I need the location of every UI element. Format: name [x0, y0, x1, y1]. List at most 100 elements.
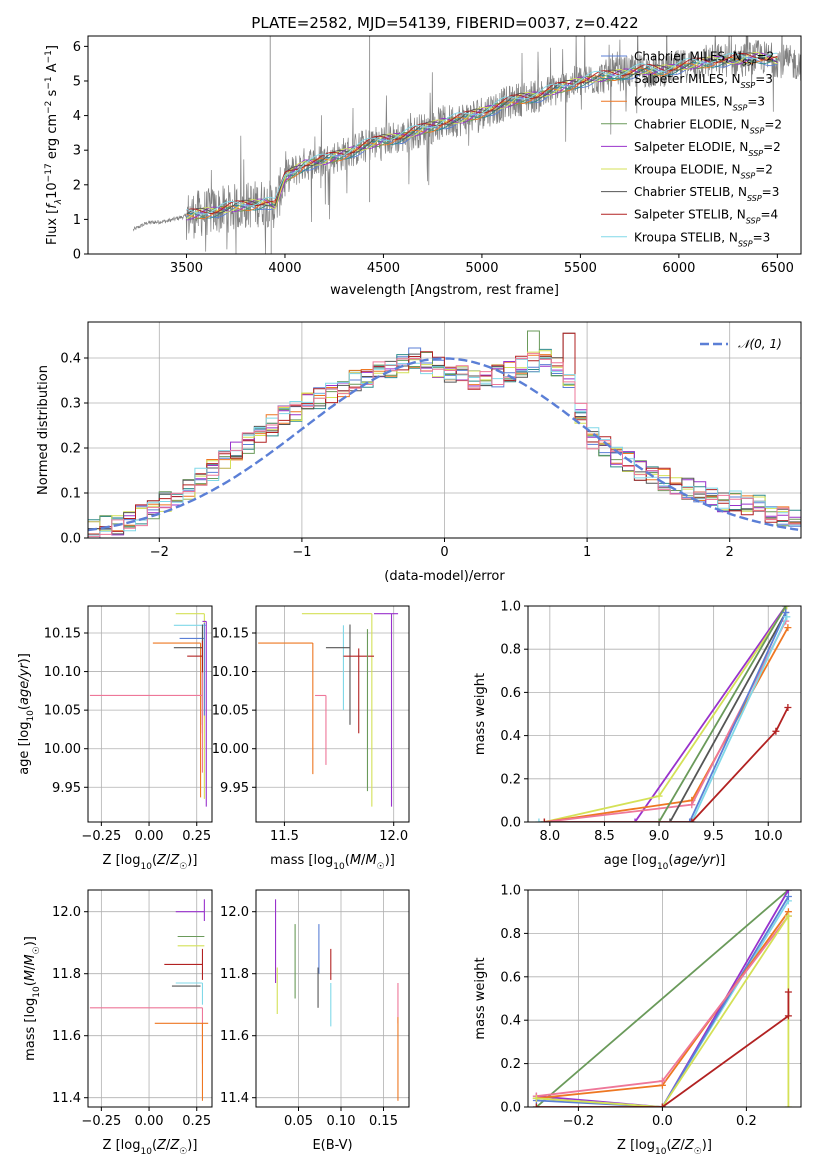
label-part: )]	[385, 853, 395, 868]
panel-spectrum: 3500 4000 4500 5000 5500 6000 6500 0 1 2 3 4 5 6 wavel…	[44, 35, 802, 298]
label-part: M	[23, 970, 38, 981]
panel-mass_vs_ebv: 0.05 0.10 0.15 11.4 11.6 11.8 12.0 E(B-V)	[220, 889, 410, 1153]
y-tick-label: 2	[73, 178, 81, 193]
mass-weight-line	[634, 606, 787, 822]
x-tick-label: 3500	[170, 261, 203, 276]
plot-area-mass_vs_Z	[89, 899, 209, 1101]
y-tick-label: 1.0	[500, 600, 521, 615]
label-part: Z	[169, 1138, 180, 1153]
y-tick-label: 10.15	[44, 627, 81, 642]
y-tick-label: 0.8	[500, 643, 521, 658]
mass-weight-marker	[658, 1077, 666, 1085]
panel-residuals: −2 −1 0 1 2 0.0 0.1 0.2 0.3 0.4 (data-model)/error…	[36, 321, 802, 584]
plot-area-age_vs_mass	[258, 613, 399, 807]
legend-sub: SSP	[741, 81, 756, 90]
label-part: age/yr	[673, 853, 716, 868]
y-tick-label: 0.4	[500, 729, 521, 744]
axes-frame-mass_vs_ebv	[255, 889, 410, 1108]
legend-sub: SSP	[741, 171, 756, 180]
label-part: /	[361, 853, 366, 868]
legend-text: Chabrier STELIB, N	[634, 185, 747, 199]
label-part: λ	[54, 199, 64, 205]
label-part: 10	[45, 182, 60, 199]
plot-area-mass_vs_ebv	[274, 899, 399, 1101]
legend-sub: SSP	[750, 126, 765, 135]
label-part: 10	[26, 710, 36, 722]
y-tick-label: 10.10	[44, 665, 81, 680]
mass-weight-marker	[784, 988, 792, 996]
legend-label: 𝒩(0, 1)	[738, 337, 782, 351]
mass-weight-marker	[631, 818, 639, 822]
legend-sub: SSP	[747, 194, 762, 203]
mass-weight-marker	[783, 606, 791, 610]
label-part: 10	[657, 862, 669, 872]
x-tick-label: 0	[440, 545, 448, 560]
y-tick-label: 0.8	[500, 927, 521, 942]
y-tick-label: 9.95	[52, 781, 81, 796]
x-tick-label: 0.2	[736, 1114, 757, 1129]
x-tick-label: 0.0	[652, 1114, 673, 1129]
x-tick-label: 6500	[761, 261, 794, 276]
mass-weight-marker	[784, 912, 792, 920]
label-part: )]	[187, 1138, 197, 1153]
label-part: (	[17, 705, 32, 710]
legend-text: Kroupa MILES, N	[634, 95, 733, 109]
legend-value: =2	[756, 50, 774, 64]
label-part: −1	[44, 50, 54, 63]
plot-area-spectrum	[132, 36, 801, 254]
x-axis-label: mass [log10(M/M☉)]	[270, 853, 395, 872]
x-axis-label: Z [log10(Z/Z☉)]	[103, 853, 198, 872]
y-tick-label: 3	[73, 144, 81, 159]
label-part: f	[45, 202, 60, 209]
observed-spectrum-line	[132, 36, 801, 254]
label-part: mass weight	[473, 957, 488, 1039]
x-tick-label: 0.10	[327, 1114, 356, 1129]
mass-weight-marker	[782, 606, 790, 610]
y-tick-label: 0.1	[60, 487, 81, 502]
y-tick-label: 0.2	[500, 1057, 521, 1072]
label-part: 10	[140, 1147, 152, 1157]
x-axis-label: Z [log10(Z/Z☉)]	[617, 1138, 712, 1157]
x-tick-label: −2	[150, 545, 169, 560]
x-axis-label: (data-model)/error	[384, 569, 505, 584]
label-part: Normed distribution	[36, 365, 51, 495]
label-part: mass weight	[473, 673, 488, 755]
y-tick-label: 0.0	[500, 1101, 521, 1116]
mass-weight-marker	[535, 818, 543, 822]
x-tick-label: 0.25	[182, 1114, 211, 1129]
mass-weight-marker	[658, 1103, 666, 1107]
x-tick-label: −0.25	[81, 829, 121, 844]
y-tick-label: 10.05	[212, 704, 249, 719]
axes-frame-spectrum	[87, 35, 802, 255]
plot-area-massweight_vs_Z	[532, 890, 792, 1107]
mass-weight-marker	[784, 624, 792, 632]
mass-weight-line	[538, 616, 788, 822]
mass-weight-marker	[784, 1012, 792, 1020]
mass-weight-line	[536, 890, 790, 1107]
label-part: ☉	[179, 862, 187, 872]
panel-massweight_vs_age: 8.0 8.5 9.0 9.5 10.0 0.0 0.2 0.4 0.6 0.8 1.0 age [l…	[473, 600, 802, 872]
x-tick-label: 0.25	[182, 829, 211, 844]
legend-label: Chabrier ELODIE, NSSP=2	[634, 117, 782, 135]
label-part: (	[152, 853, 157, 868]
label-part: A	[45, 63, 60, 76]
x-tick-label: 10.0	[754, 829, 783, 844]
label-part: erg cm	[45, 114, 60, 163]
label-part: age/yr	[17, 662, 32, 705]
legend-value: =3	[762, 185, 780, 199]
y-tick-label: 0.2	[500, 772, 521, 787]
label-part: ☉	[32, 946, 42, 954]
mass-weight-marker	[784, 893, 792, 901]
mass-weight-line	[536, 992, 790, 1107]
x-tick-label: 5000	[465, 261, 498, 276]
mass-weight-marker	[688, 818, 696, 822]
mass-weight-line	[544, 606, 788, 822]
label-part: /	[23, 965, 38, 970]
y-axis-label: Normed distribution	[36, 365, 51, 495]
mass-weight-marker	[782, 608, 790, 616]
legend-value: =2	[763, 140, 781, 154]
legend-value: =3	[753, 230, 771, 244]
label-part: Z	[156, 1138, 167, 1153]
label-part: )]	[702, 1138, 712, 1153]
